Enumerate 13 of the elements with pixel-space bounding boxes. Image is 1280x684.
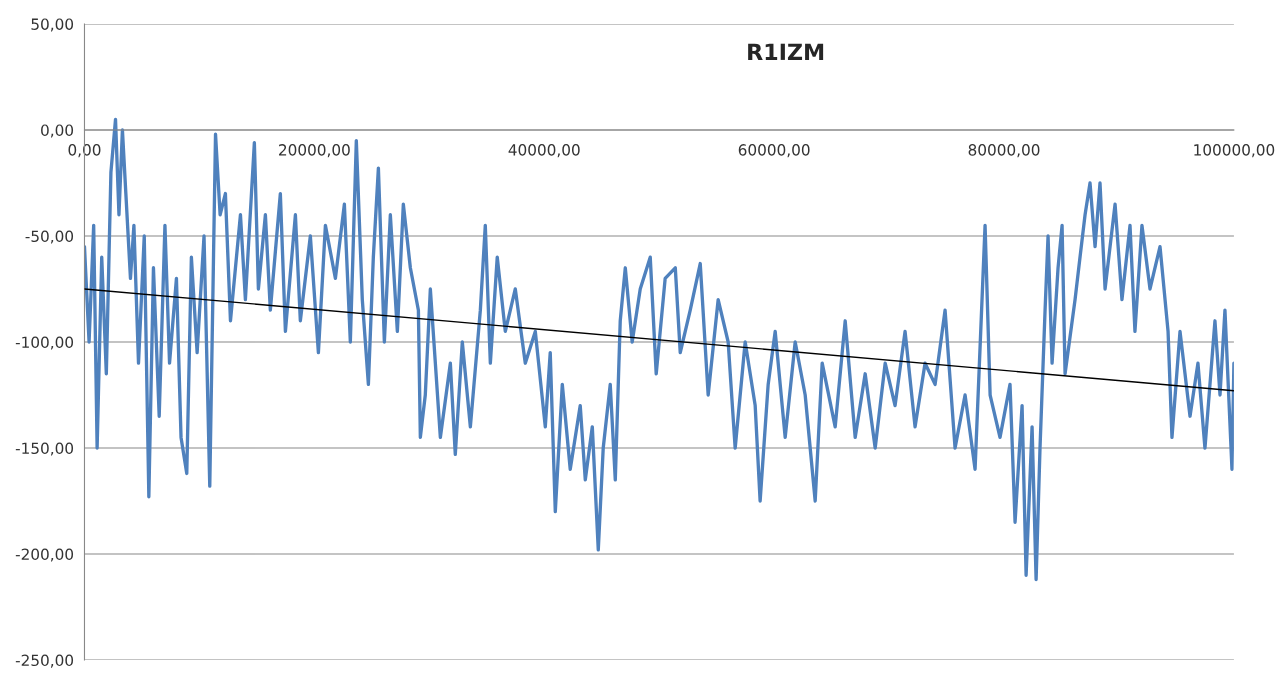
y-tick-label: -250,00 bbox=[15, 654, 74, 668]
y-tick-label: -100,00 bbox=[15, 336, 74, 350]
text: R1IZM bbox=[748, 43, 824, 60]
x-tick-label: 80000,00 bbox=[968, 144, 1040, 158]
y-tick-label: 50,00 bbox=[31, 18, 74, 32]
y-tick-label: 0,00 bbox=[41, 124, 74, 138]
y-tick-label: -150,00 bbox=[15, 442, 74, 456]
x-tick-label: 60000,00 bbox=[738, 144, 810, 158]
y-tick-label: -50,00 bbox=[25, 230, 74, 244]
x-tick-label: 20000,00 bbox=[279, 144, 350, 158]
x-tick-label: 40000,00 bbox=[508, 144, 580, 158]
x-tick-label: 100000,00 bbox=[1194, 144, 1275, 158]
y-tick-label: -200,00 bbox=[15, 548, 74, 562]
